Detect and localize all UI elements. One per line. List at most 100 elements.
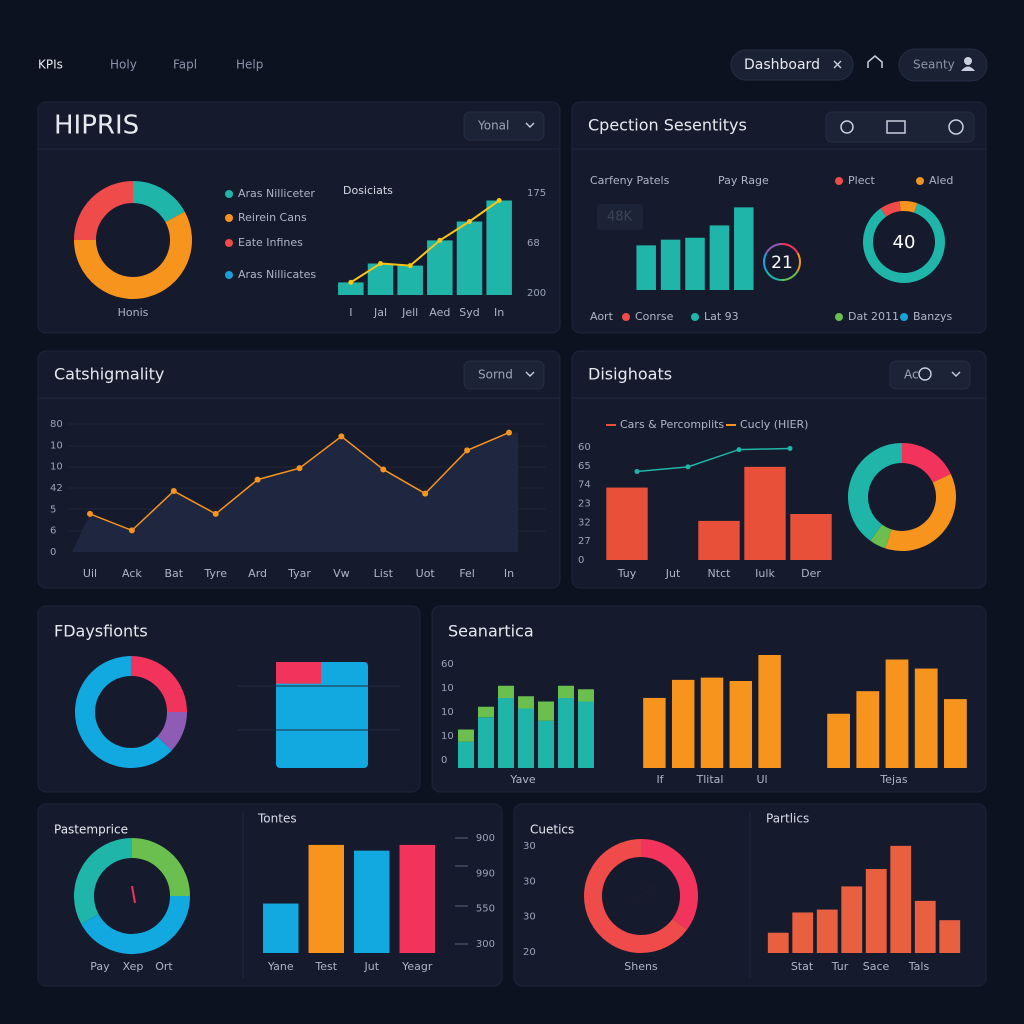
bar bbox=[944, 699, 967, 768]
axis-label: 30 bbox=[523, 876, 536, 887]
user-label: Seanty bbox=[913, 58, 955, 72]
bar bbox=[643, 697, 666, 768]
bar bbox=[399, 844, 435, 953]
dropdown[interactable] bbox=[463, 111, 545, 141]
tab-button[interactable] bbox=[730, 49, 854, 81]
line-point bbox=[170, 488, 177, 495]
refresh-icon[interactable] bbox=[840, 120, 854, 134]
donut-segment bbox=[74, 211, 192, 299]
gauge-needle bbox=[636, 883, 656, 901]
donut-segment bbox=[81, 895, 190, 954]
legend-label: Dat 2011 bbox=[848, 310, 899, 323]
dropdown-label: Ac bbox=[904, 368, 919, 382]
axis-label: 80 bbox=[50, 419, 63, 430]
dropdown[interactable] bbox=[889, 360, 971, 390]
donut-segment bbox=[132, 181, 185, 223]
bar-segment bbox=[558, 685, 574, 698]
bar bbox=[734, 207, 754, 290]
settings-icon[interactable] bbox=[948, 119, 964, 135]
donut-segment bbox=[870, 524, 892, 549]
axis-label: 74 bbox=[578, 480, 591, 491]
toolbar bbox=[825, 111, 975, 143]
x-tick-label: Aed bbox=[429, 306, 450, 319]
line-point bbox=[634, 468, 640, 474]
legend-swatch bbox=[225, 239, 233, 247]
line-point bbox=[380, 466, 387, 473]
donut-segment bbox=[131, 838, 190, 897]
bar-segment bbox=[578, 689, 594, 702]
axis-label: 990 bbox=[476, 868, 495, 879]
legend-swatch bbox=[835, 177, 843, 185]
x-tick-label: Tur bbox=[831, 960, 849, 973]
axis-label: 32 bbox=[578, 517, 591, 528]
legend-swatch bbox=[225, 190, 233, 198]
x-tick-label: Vw bbox=[333, 567, 350, 580]
line-point bbox=[422, 490, 429, 497]
line-point bbox=[787, 445, 793, 451]
line-point bbox=[464, 447, 471, 454]
line-point bbox=[407, 263, 413, 269]
x-tick-label: Syd bbox=[459, 306, 479, 319]
bar bbox=[671, 679, 695, 768]
panel-title: HIPRIS bbox=[54, 111, 139, 141]
donut-segment bbox=[640, 839, 698, 930]
bar bbox=[397, 265, 423, 295]
bar-segment bbox=[478, 717, 494, 768]
grid-icon[interactable] bbox=[886, 120, 906, 134]
bar bbox=[816, 909, 838, 953]
line bbox=[350, 199, 500, 284]
legend-label: Aras Nilliceter bbox=[238, 187, 315, 200]
legend-label: Eate Infines bbox=[238, 236, 303, 249]
home-icon[interactable] bbox=[867, 55, 883, 68]
donut-segment bbox=[880, 201, 901, 217]
bar bbox=[827, 713, 850, 768]
x-tick-label: Bat bbox=[164, 567, 183, 580]
legend-swatch bbox=[622, 313, 630, 321]
legend-label: Conrse bbox=[635, 310, 674, 323]
axis-label: 23 bbox=[578, 499, 591, 510]
axis-label: 10 bbox=[50, 462, 63, 473]
x-tick-label: I bbox=[349, 306, 352, 319]
x-tick-label: Der bbox=[801, 567, 821, 580]
donut-segment bbox=[75, 656, 172, 768]
x-tick-label: Stat bbox=[791, 960, 814, 973]
close-icon bbox=[833, 60, 842, 69]
axis-label: 60 bbox=[578, 442, 591, 453]
x-tick-label: Sace bbox=[863, 960, 890, 973]
line-point bbox=[348, 279, 354, 285]
axis-label: 42 bbox=[50, 483, 63, 494]
x-tick-label: Pay bbox=[90, 960, 110, 973]
x-axis-label: Yave bbox=[509, 773, 535, 786]
legend-swatch bbox=[691, 313, 699, 321]
panel-title: Catshigmality bbox=[54, 365, 164, 384]
x-tick-label: Jut bbox=[665, 567, 681, 580]
line-point bbox=[685, 464, 691, 470]
axis-label: 175 bbox=[527, 188, 546, 199]
bar-segment bbox=[558, 698, 574, 768]
x-tick-label: Ort bbox=[155, 960, 173, 973]
x-tick-label: Ul bbox=[756, 773, 767, 786]
axis-label: 60 bbox=[441, 659, 454, 670]
axis-label: 0 bbox=[50, 547, 56, 558]
panel-title: FDaysfionts bbox=[54, 622, 148, 641]
chart-subtitle: Pay Rage bbox=[718, 174, 769, 187]
nav-item: Holy bbox=[110, 58, 137, 72]
dropdown[interactable] bbox=[463, 360, 545, 390]
legend-label: Aras Nillicates bbox=[238, 268, 316, 281]
gauge-ring bbox=[781, 243, 799, 254]
bar-segment bbox=[478, 706, 494, 718]
emoji-icon[interactable] bbox=[918, 367, 932, 381]
x-tick-label: Iulk bbox=[755, 567, 775, 580]
donut-segment bbox=[584, 839, 688, 953]
legend-swatch bbox=[225, 271, 233, 279]
line-point bbox=[254, 476, 261, 483]
chart-title: Tontes bbox=[257, 812, 297, 826]
bar bbox=[709, 225, 730, 290]
line-point bbox=[338, 433, 345, 440]
line-point bbox=[128, 527, 135, 534]
axis-label: 10 bbox=[441, 683, 454, 694]
gauge-ring bbox=[796, 252, 801, 272]
bar bbox=[660, 239, 681, 290]
user-button[interactable] bbox=[898, 48, 988, 82]
